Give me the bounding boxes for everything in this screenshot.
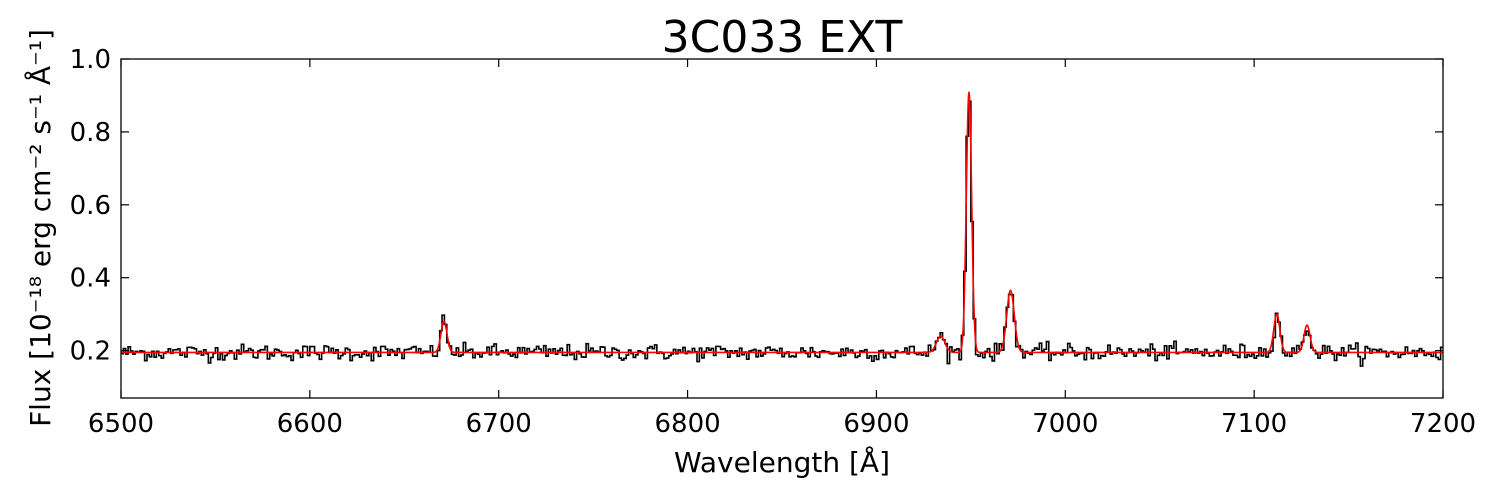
y-axis: 0.2 0.4 0.6 0.8 1.0 [70, 45, 1443, 367]
x-tick-label: 7000 [1032, 409, 1098, 439]
y-tick-label: 0.2 [70, 337, 111, 367]
y-tick-label: 0.4 [70, 264, 111, 294]
x-tick-label: 6600 [277, 409, 343, 439]
plot-frame [120, 58, 1444, 399]
x-tick-label: 6700 [466, 409, 532, 439]
model-fit-line [121, 91, 1443, 354]
y-tick-label: 1.0 [70, 45, 111, 75]
x-tick-label: 6500 [88, 409, 154, 439]
x-axis-label: Wavelength [Å] [674, 445, 890, 479]
x-tick-label: 7100 [1221, 409, 1287, 439]
x-axis: 6500 6600 6700 6800 6900 7000 7100 7200 [88, 59, 1476, 439]
x-tick-label: 6900 [843, 409, 909, 439]
spectrum-step-line [121, 100, 1443, 367]
plot-area: 6500 6600 6700 6800 6900 7000 7100 7200 0.20.40… [70, 45, 1476, 439]
y-tick-label: 0.6 [70, 191, 111, 221]
x-tick-label: 6800 [654, 409, 720, 439]
y-axis-label: Flux [10⁻¹⁸ erg cm⁻² s⁻¹ Å⁻¹] [23, 29, 57, 427]
chart-title: 3C033 EXT [662, 12, 903, 63]
y-tick-label: 0.8 [70, 118, 111, 148]
x-tick-label: 7200 [1410, 409, 1476, 439]
